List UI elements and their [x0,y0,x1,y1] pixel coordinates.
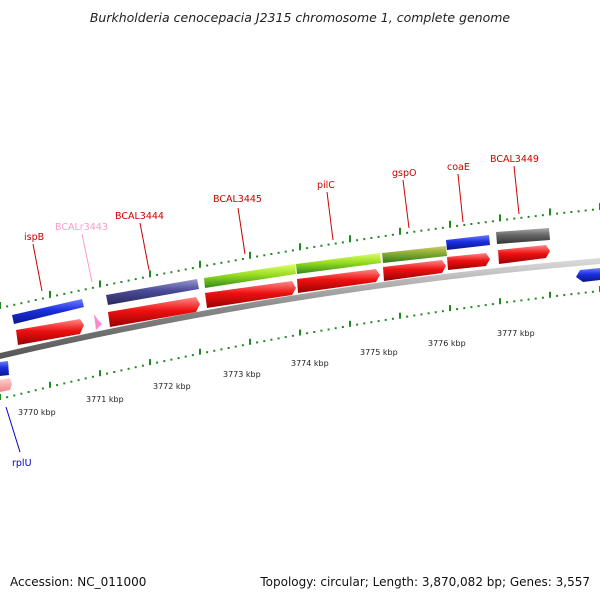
ispb-cds-arrow[interactable] [16,319,84,345]
gene-label-bcal3445: BCAL3445 [213,194,262,205]
bcal3445-gene-feature[interactable] [204,264,296,288]
scale-label-3776: 3776 kbp [428,339,466,348]
scale-label-3775: 3775 kbp [360,348,398,357]
bcal3449-cds-arrow[interactable] [498,245,550,264]
gene-label-ispb: ispB [24,232,44,243]
gene-label-pilc: pilC [317,180,335,191]
outer-tick-row [0,203,600,309]
bcal3449-gene-feature[interactable] [496,228,550,244]
gene-label-bcal3449: BCAL3449 [490,154,539,165]
scale-label-3773: 3773 kbp [223,370,261,379]
gene-label-bcal3444: BCAL3444 [115,211,164,222]
coae-cds-arrow[interactable] [447,253,490,270]
right-blue-feature[interactable] [576,268,600,282]
rplu-gene-feature[interactable] [0,361,9,376]
scale-label-3772: 3772 kbp [153,382,191,391]
ispb-gene-feature[interactable] [12,299,84,324]
scale-label-3774: 3774 kbp [291,359,329,368]
inner-tick-row [0,286,600,400]
bcal3444-gene-feature[interactable] [106,279,199,305]
bcalr3443-rna-arrow[interactable] [94,314,102,330]
gspo-gene-feature[interactable] [382,246,447,263]
gene-label-bcalr3443: BCALr3443 [55,222,108,233]
pilc-cds-arrow[interactable] [297,269,380,293]
feature-track [0,228,600,376]
gene-label-rplu: rplU [12,458,32,469]
gene-labels: ispB BCALr3443 BCAL3444 BCAL3445 pilC gs… [12,154,539,469]
scale-labels: 3770 kbp 3771 kbp 3772 kbp 3773 kbp 3774… [18,329,535,417]
cds-track [0,245,550,392]
scale-label-3777: 3777 kbp [497,329,535,338]
chromosome-backbone [0,258,600,359]
map-title: Burkholderia cenocepacia J2315 chromosom… [89,10,511,25]
rplu-cds-arrow[interactable] [0,378,12,392]
pilc-gene-feature[interactable] [296,253,381,274]
bcal3445-cds-arrow[interactable] [205,281,296,308]
accession-text: Accession: NC_011000 [10,575,147,589]
gene-label-gspo: gspO [392,168,417,179]
label-leaders [5,165,520,453]
genome-summary-text: Topology: circular; Length: 3,870,082 bp… [260,575,590,589]
bcal3444-cds-arrow[interactable] [108,297,200,327]
coae-gene-feature[interactable] [446,235,490,250]
gspo-cds-arrow[interactable] [383,260,446,281]
scale-label-3770: 3770 kbp [18,408,56,417]
gene-label-coae: coaE [447,162,470,173]
scale-label-3771: 3771 kbp [86,395,124,404]
